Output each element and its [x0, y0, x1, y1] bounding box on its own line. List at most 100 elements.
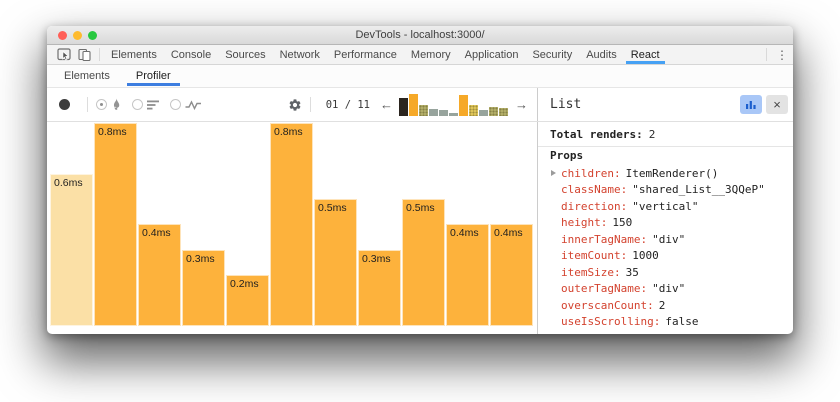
radio-selected	[96, 99, 107, 110]
commit-bar-label: 0.8ms	[274, 126, 303, 138]
tab-security[interactable]: Security	[532, 48, 573, 61]
tab-application[interactable]: Application	[464, 48, 519, 61]
inspect-element-button[interactable]	[53, 45, 74, 64]
zoom-window-button[interactable]	[88, 30, 97, 40]
commit-bar-label: 0.4ms	[450, 227, 479, 239]
prop-row-overscanCount[interactable]: overscanCount: 2	[550, 297, 793, 314]
total-renders-row: Total renders: 2	[538, 122, 793, 147]
snapshot-bar-1-selected[interactable]	[399, 97, 408, 116]
commit-bar-0.2ms[interactable]: 0.2ms	[226, 275, 269, 326]
snapshot-bar-5[interactable]	[439, 109, 448, 116]
tabbar-separator	[99, 48, 100, 61]
record-button[interactable]	[59, 99, 70, 110]
commit-bar-0.4ms[interactable]: 0.4ms	[490, 224, 533, 326]
prop-value: false	[665, 315, 699, 329]
bar-chart-icon	[746, 101, 756, 109]
commit-bar-0.3ms[interactable]: 0.3ms	[182, 250, 225, 326]
prop-value: ItemRenderer()	[625, 166, 719, 180]
prop-row-height[interactable]: height: 150	[550, 215, 793, 232]
subtab-elements[interactable]: Elements	[64, 70, 110, 82]
prop-row-useIsScrolling[interactable]: useIsScrolling: false	[550, 314, 793, 331]
device-toolbar-button[interactable]	[74, 45, 95, 64]
commit-bar-0.6ms[interactable]: 0.6ms	[50, 174, 93, 326]
toolbar-separator	[309, 97, 311, 112]
props-title: Props	[550, 149, 584, 162]
prop-value: "shared_List__3QQeP"	[632, 183, 765, 197]
tab-elements[interactable]: Elements	[111, 48, 157, 61]
props-list: children: ItemRenderer() className: "shared…	[550, 165, 793, 334]
tab-performance[interactable]: Performance	[333, 48, 397, 61]
prop-row-itemCount[interactable]: itemCount: 1000	[550, 248, 793, 265]
commit-bar-0.3ms[interactable]: 0.3ms	[358, 250, 401, 326]
flame-icon	[113, 98, 120, 110]
panel-close-button[interactable]: ×	[766, 95, 788, 114]
prev-snapshot-button[interactable]: ←	[380, 97, 393, 112]
expand-caret-icon[interactable]	[551, 170, 556, 176]
commit-bar-0.8ms[interactable]: 0.8ms	[94, 123, 137, 326]
commit-bar-label: 0.3ms	[186, 253, 215, 265]
commit-bar-label: 0.4ms	[494, 227, 523, 239]
device-toolbar-icon	[78, 48, 91, 61]
snapshot-bar-10[interactable]	[489, 106, 498, 116]
prop-key: overscanCount:	[561, 298, 654, 312]
close-icon: ×	[773, 97, 781, 112]
prop-value: 2	[658, 298, 666, 312]
prop-row-width[interactable]: width: 300	[550, 330, 793, 334]
prop-key: className:	[561, 183, 628, 197]
prop-row-itemSize[interactable]: itemSize: 35	[550, 264, 793, 281]
commit-bar-0.8ms[interactable]: 0.8ms	[270, 123, 313, 326]
commit-bar-label: 0.4ms	[142, 227, 171, 239]
snapshot-bar-3[interactable]	[419, 104, 428, 116]
snapshot-selector-chart[interactable]	[398, 92, 510, 117]
tab-memory[interactable]: Memory	[410, 48, 451, 61]
prop-key: direction:	[561, 199, 628, 213]
tab-audits[interactable]: Audits	[586, 48, 617, 61]
tab-network[interactable]: Network	[279, 48, 320, 61]
prop-value: 300	[606, 332, 626, 334]
details-panel-header: List ×	[537, 88, 793, 121]
devtools-window: DevTools - localhost:3000/ Elements Conso…	[47, 26, 793, 334]
commit-bar-label: 0.3ms	[362, 253, 391, 265]
tab-react[interactable]: React	[624, 45, 667, 64]
view-ranked-radio[interactable]	[132, 99, 160, 111]
prop-row-outerTagName[interactable]: outerTagName: "div"	[550, 281, 793, 298]
subtab-profiler[interactable]: Profiler	[123, 65, 184, 87]
render-chart-toggle-button[interactable]	[740, 95, 762, 114]
close-window-button[interactable]	[58, 30, 67, 40]
prop-key: innerTagName:	[561, 232, 648, 246]
minimize-window-button[interactable]	[73, 30, 82, 40]
toolbar-separator	[87, 97, 88, 112]
snapshot-bar-7[interactable]	[459, 94, 468, 116]
snapshot-bar-8[interactable]	[469, 104, 478, 116]
commit-bar-0.5ms[interactable]: 0.5ms	[402, 199, 445, 326]
prop-row-className[interactable]: className: "shared_List__3QQeP"	[550, 182, 793, 199]
more-options-button[interactable]: ⋮	[771, 45, 793, 64]
view-interactions-radio[interactable]	[170, 99, 202, 111]
view-flamegraph-radio[interactable]	[96, 98, 122, 111]
prop-row-direction[interactable]: direction: "vertical"	[550, 198, 793, 215]
react-subtabbar: Elements Profiler	[47, 65, 793, 88]
prop-row-children[interactable]: children: ItemRenderer()	[550, 165, 793, 182]
profiler-toolbar-row: 01 / 11 ← → List ×	[47, 88, 793, 122]
tab-sources[interactable]: Sources	[225, 48, 266, 61]
prop-value: "div"	[652, 282, 686, 296]
snapshot-bar-4[interactable]	[429, 108, 438, 116]
commit-bar-0.4ms[interactable]: 0.4ms	[138, 224, 181, 326]
snapshot-bar-2[interactable]	[409, 93, 418, 116]
prop-key: height:	[561, 216, 608, 230]
snapshot-bar-9[interactable]	[479, 109, 488, 116]
inspect-cursor-icon	[56, 48, 71, 61]
commit-bar-label: 0.8ms	[98, 126, 127, 138]
radio-unselected	[170, 99, 181, 110]
commit-bar-0.5ms[interactable]: 0.5ms	[314, 199, 357, 326]
prop-row-innerTagName[interactable]: innerTagName: "div"	[550, 231, 793, 248]
commit-bar-label: 0.5ms	[318, 202, 347, 214]
commit-bar-0.4ms[interactable]: 0.4ms	[446, 224, 489, 326]
settings-button[interactable]	[288, 98, 302, 112]
next-snapshot-button[interactable]: →	[515, 97, 528, 112]
snapshot-bar-6[interactable]	[449, 112, 458, 116]
snapshot-bar-11[interactable]	[499, 107, 508, 116]
prop-key: outerTagName:	[561, 282, 648, 296]
tab-console[interactable]: Console	[170, 48, 212, 61]
commit-bar-label: 0.2ms	[230, 278, 259, 290]
